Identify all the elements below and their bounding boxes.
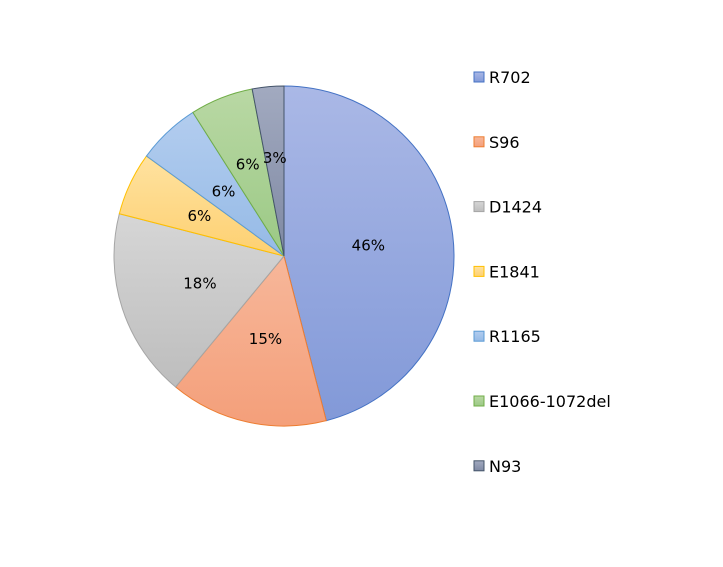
pie-slice-n93 <box>251 85 285 257</box>
legend-swatch-e1066-1072del <box>473 395 485 407</box>
legend-label-e1066-1072del: E1066-1072del <box>489 392 611 411</box>
data-label-r1165: 6% <box>212 183 236 201</box>
data-label-n93: 3% <box>263 149 287 167</box>
pie-slice-labels: 46%15%18%6%6%6% 3% <box>183 149 385 348</box>
data-label-s96: 15% <box>249 330 282 348</box>
legend: R702 S96 D1424 E1841 R1165 E1066-1072del N93 <box>473 68 611 476</box>
legend-swatch-r1165 <box>473 330 485 342</box>
pie-slice-d1424 <box>113 213 285 388</box>
data-label-e1841: 6% <box>188 207 212 225</box>
legend-swatch-r702 <box>473 71 485 83</box>
data-label-r702: 46% <box>352 236 385 254</box>
legend-label-s96: S96 <box>489 133 520 152</box>
legend-swatch-n93 <box>473 460 485 472</box>
data-label-e1066-1072del: 6% <box>236 155 260 173</box>
legend-swatch-s96 <box>473 136 485 148</box>
pie-slice-s96 <box>174 254 327 427</box>
data-label-d1424: 18% <box>183 274 216 292</box>
legend-label-d1424: D1424 <box>489 198 542 217</box>
legend-swatch-e1841 <box>473 265 485 277</box>
legend-label-n93: N93 <box>489 457 521 476</box>
pie-slice-r702 <box>283 85 455 422</box>
legend-label-r702: R702 <box>489 68 531 87</box>
legend-swatch-d1424 <box>473 201 485 213</box>
legend-label-r1165: R1165 <box>489 327 541 346</box>
pie-slices <box>113 85 455 427</box>
legend-label-e1841: E1841 <box>489 262 540 281</box>
